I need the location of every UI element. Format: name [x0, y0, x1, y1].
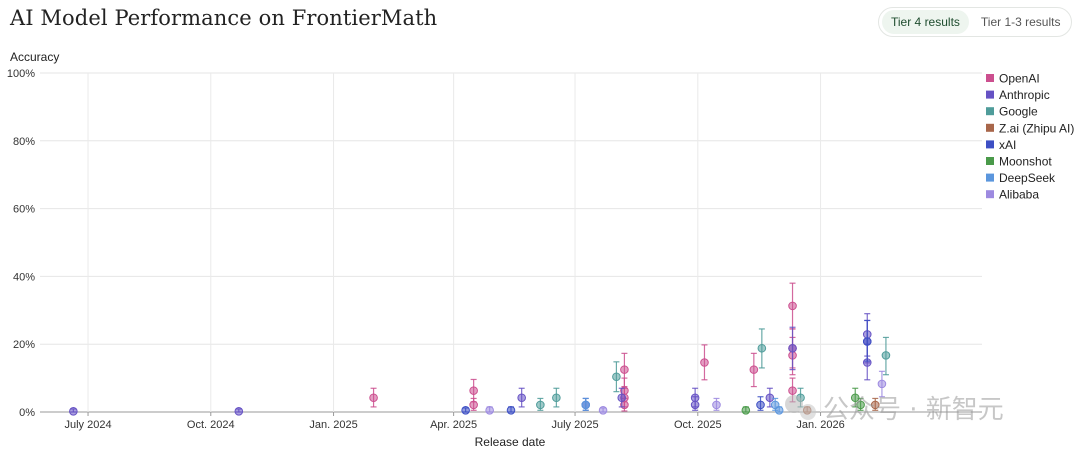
data-point	[517, 393, 526, 403]
tab-tier-4-results[interactable]: Tier 4 results	[882, 10, 969, 34]
legend-swatch	[986, 90, 994, 99]
series-google	[536, 328, 891, 411]
data-point	[700, 358, 709, 367]
data-point	[598, 406, 608, 415]
data-point	[581, 400, 591, 410]
legend-label: OpenAI	[999, 72, 1040, 86]
series-moonshot	[741, 387, 865, 415]
data-point	[712, 400, 721, 410]
legend-label: xAI	[999, 138, 1016, 152]
data-point	[69, 407, 78, 416]
data-point	[881, 351, 891, 360]
x-tick-label: Oct. 2024	[187, 419, 235, 431]
y-axis-title: Accuracy	[10, 50, 59, 64]
legend-swatch	[986, 123, 994, 132]
y-tick-label: 20%	[13, 339, 35, 351]
data-point	[870, 400, 880, 410]
legend-swatch	[986, 140, 994, 149]
data-point	[469, 400, 478, 410]
watermark-text: 公众号 · 新智元	[823, 395, 1004, 425]
data-point	[612, 372, 621, 382]
y-axis-ticks: 0% 20% 40% 60% 80% 100%	[7, 68, 35, 419]
legend-label: Anthropic	[999, 88, 1050, 102]
series-alibaba	[485, 370, 887, 415]
data-point	[788, 386, 797, 395]
data-point	[369, 393, 378, 403]
data-points	[69, 282, 891, 416]
legend-swatch	[986, 107, 994, 116]
legend-label: Z.ai (Zhipu AI)	[999, 121, 1074, 135]
legend-swatch	[986, 157, 994, 165]
data-point	[690, 393, 700, 403]
data-point	[741, 406, 751, 415]
data-point	[461, 406, 470, 415]
series-deepseek	[581, 397, 784, 415]
legend-swatch	[986, 74, 994, 82]
data-point	[749, 365, 759, 374]
legend-label: Alibaba	[999, 188, 1039, 202]
data-point	[788, 343, 797, 353]
data-point	[536, 400, 545, 410]
wechat-icon-bubble	[800, 404, 816, 420]
data-point	[850, 393, 860, 403]
x-tick-label: Jan. 2025	[309, 419, 357, 431]
x-axis-ticks: July 2024 Oct. 2024 Jan. 2025 Apr. 2025 July…	[64, 419, 844, 431]
x-axis-title: Release date	[475, 435, 546, 449]
gridlines	[40, 72, 982, 416]
y-tick-label: 80%	[13, 136, 35, 148]
data-point	[774, 406, 784, 415]
data-point	[617, 393, 627, 403]
x-tick-label: July 2024	[64, 419, 111, 431]
x-tick-label: July 2025	[551, 419, 598, 431]
data-point	[506, 406, 516, 415]
legend: OpenAI Anthropic Google Z.ai (Zhipu AI) xAI M…	[986, 72, 1074, 202]
data-point	[765, 393, 775, 403]
data-point	[862, 337, 872, 346]
y-tick-label: 0%	[19, 407, 35, 419]
y-tick-label: 40%	[13, 271, 35, 283]
tab-tier-1-3-results[interactable]: Tier 1-3 results	[980, 15, 1061, 29]
legend-label: Moonshot	[999, 155, 1052, 169]
x-tick-label: Oct. 2025	[674, 419, 722, 431]
data-point	[757, 343, 767, 353]
legend-label: Google	[999, 105, 1038, 119]
series-openai	[369, 282, 797, 412]
y-tick-label: 100%	[7, 68, 35, 80]
data-point	[469, 386, 478, 395]
wechat-icon	[785, 395, 803, 413]
data-point	[877, 379, 887, 389]
y-tick-label: 60%	[13, 204, 35, 216]
legend-label: DeepSeek	[999, 171, 1056, 185]
series-anthropic	[69, 313, 872, 416]
legend-swatch	[986, 190, 994, 199]
data-point	[485, 406, 494, 415]
legend-swatch	[986, 173, 994, 182]
data-point	[756, 400, 765, 410]
watermark: 公众号 · 新智元	[785, 395, 1004, 425]
data-point	[552, 393, 561, 403]
x-tick-label: Apr. 2025	[430, 419, 477, 431]
page-title: AI Model Performance on FrontierMath	[10, 6, 438, 30]
data-point	[620, 365, 629, 374]
results-tab-group: Tier 4 results Tier 1-3 results	[878, 7, 1072, 37]
data-point	[234, 407, 244, 416]
data-point	[856, 400, 865, 410]
data-point	[788, 301, 797, 311]
x-tick-label: Jan. 2026	[796, 419, 844, 431]
